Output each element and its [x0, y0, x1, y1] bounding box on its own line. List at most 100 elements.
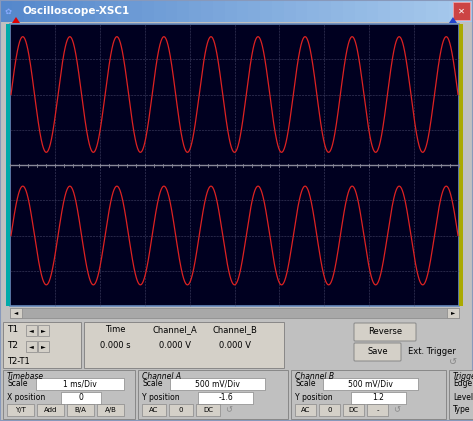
Bar	[138, 370, 288, 419]
Bar	[426, 0, 438, 22]
Text: Scale: Scale	[142, 379, 163, 389]
Bar	[343, 0, 356, 22]
Bar	[38, 325, 49, 336]
Text: ↺: ↺	[449, 357, 457, 367]
Bar	[390, 0, 403, 22]
Text: 0.000 V: 0.000 V	[159, 341, 191, 351]
Text: 500 mV/Div: 500 mV/Div	[195, 379, 240, 389]
Text: 0: 0	[327, 407, 332, 413]
Text: Channel A: Channel A	[142, 372, 181, 381]
Bar	[355, 0, 368, 22]
Bar	[26, 341, 37, 352]
Text: ►: ►	[451, 311, 455, 315]
Bar	[196, 404, 220, 416]
Text: Time: Time	[105, 325, 125, 335]
Text: Channel_A: Channel_A	[153, 325, 197, 335]
Bar	[378, 0, 391, 22]
Bar	[170, 378, 265, 390]
Bar	[84, 322, 284, 368]
Bar	[154, 0, 166, 22]
Text: Oscilloscope-XSC1: Oscilloscope-XSC1	[22, 6, 129, 16]
Text: T1: T1	[7, 325, 18, 335]
Bar	[272, 0, 285, 22]
Text: -1.6: -1.6	[218, 394, 233, 402]
Bar	[10, 308, 22, 318]
Bar	[142, 404, 166, 416]
Bar	[284, 0, 297, 22]
Text: Y position: Y position	[295, 394, 333, 402]
Bar	[331, 0, 344, 22]
Bar	[459, 24, 463, 306]
Bar	[26, 325, 37, 336]
Text: AC: AC	[301, 407, 310, 413]
Text: 1 ms/Div: 1 ms/Div	[63, 379, 97, 389]
Text: ✿: ✿	[5, 6, 11, 16]
Text: DC: DC	[203, 407, 213, 413]
Bar	[319, 0, 332, 22]
Bar	[189, 0, 202, 22]
Bar	[307, 0, 320, 22]
Bar	[47, 0, 60, 22]
Text: ↺: ↺	[226, 405, 233, 415]
Text: Save: Save	[367, 347, 388, 357]
Bar	[291, 370, 446, 419]
Text: 500 mV/Div: 500 mV/Div	[348, 379, 393, 389]
Bar	[295, 404, 316, 416]
Polygon shape	[449, 17, 457, 23]
Bar	[130, 0, 143, 22]
Bar	[36, 378, 124, 390]
Bar	[414, 0, 427, 22]
FancyBboxPatch shape	[354, 323, 416, 341]
Text: DC: DC	[349, 407, 359, 413]
Text: Timebase: Timebase	[7, 372, 44, 381]
Bar	[260, 0, 273, 22]
Bar	[24, 0, 36, 22]
Text: ◄: ◄	[29, 328, 34, 333]
Bar	[449, 370, 473, 419]
Text: Edge: Edge	[453, 379, 472, 389]
Bar	[6, 24, 10, 306]
Bar	[10, 24, 459, 306]
Bar	[0, 0, 13, 22]
Text: 0: 0	[179, 407, 183, 413]
Bar	[3, 370, 135, 419]
Text: ►: ►	[41, 344, 46, 349]
Bar	[61, 392, 101, 404]
Bar	[7, 404, 34, 416]
Bar	[142, 0, 155, 22]
Text: Add: Add	[44, 407, 57, 413]
Bar	[351, 392, 406, 404]
Bar	[3, 322, 81, 368]
Bar	[71, 0, 84, 22]
Bar	[367, 0, 379, 22]
Bar	[118, 0, 131, 22]
Text: Level: Level	[453, 394, 473, 402]
Text: ✕: ✕	[458, 6, 465, 16]
Bar	[248, 0, 261, 22]
Polygon shape	[12, 17, 20, 23]
Text: ►: ►	[41, 328, 46, 333]
Text: ◄: ◄	[14, 311, 18, 315]
Bar	[438, 0, 450, 22]
Text: ◄: ◄	[29, 344, 34, 349]
Bar	[35, 0, 48, 22]
Text: Y position: Y position	[142, 394, 180, 402]
Text: T2-T1: T2-T1	[7, 357, 30, 367]
Bar	[37, 404, 64, 416]
Text: X position: X position	[7, 394, 45, 402]
Bar	[319, 404, 340, 416]
Bar	[323, 378, 418, 390]
Text: AC: AC	[149, 407, 158, 413]
Bar	[343, 404, 364, 416]
Text: Type: Type	[453, 405, 471, 415]
Bar	[177, 0, 190, 22]
Bar	[95, 0, 107, 22]
Bar	[38, 341, 49, 352]
Bar	[59, 0, 72, 22]
Text: Y/T: Y/T	[15, 407, 26, 413]
Bar	[169, 404, 193, 416]
Bar	[296, 0, 308, 22]
Bar	[449, 0, 462, 22]
Text: B/A: B/A	[75, 407, 87, 413]
FancyBboxPatch shape	[354, 343, 401, 361]
